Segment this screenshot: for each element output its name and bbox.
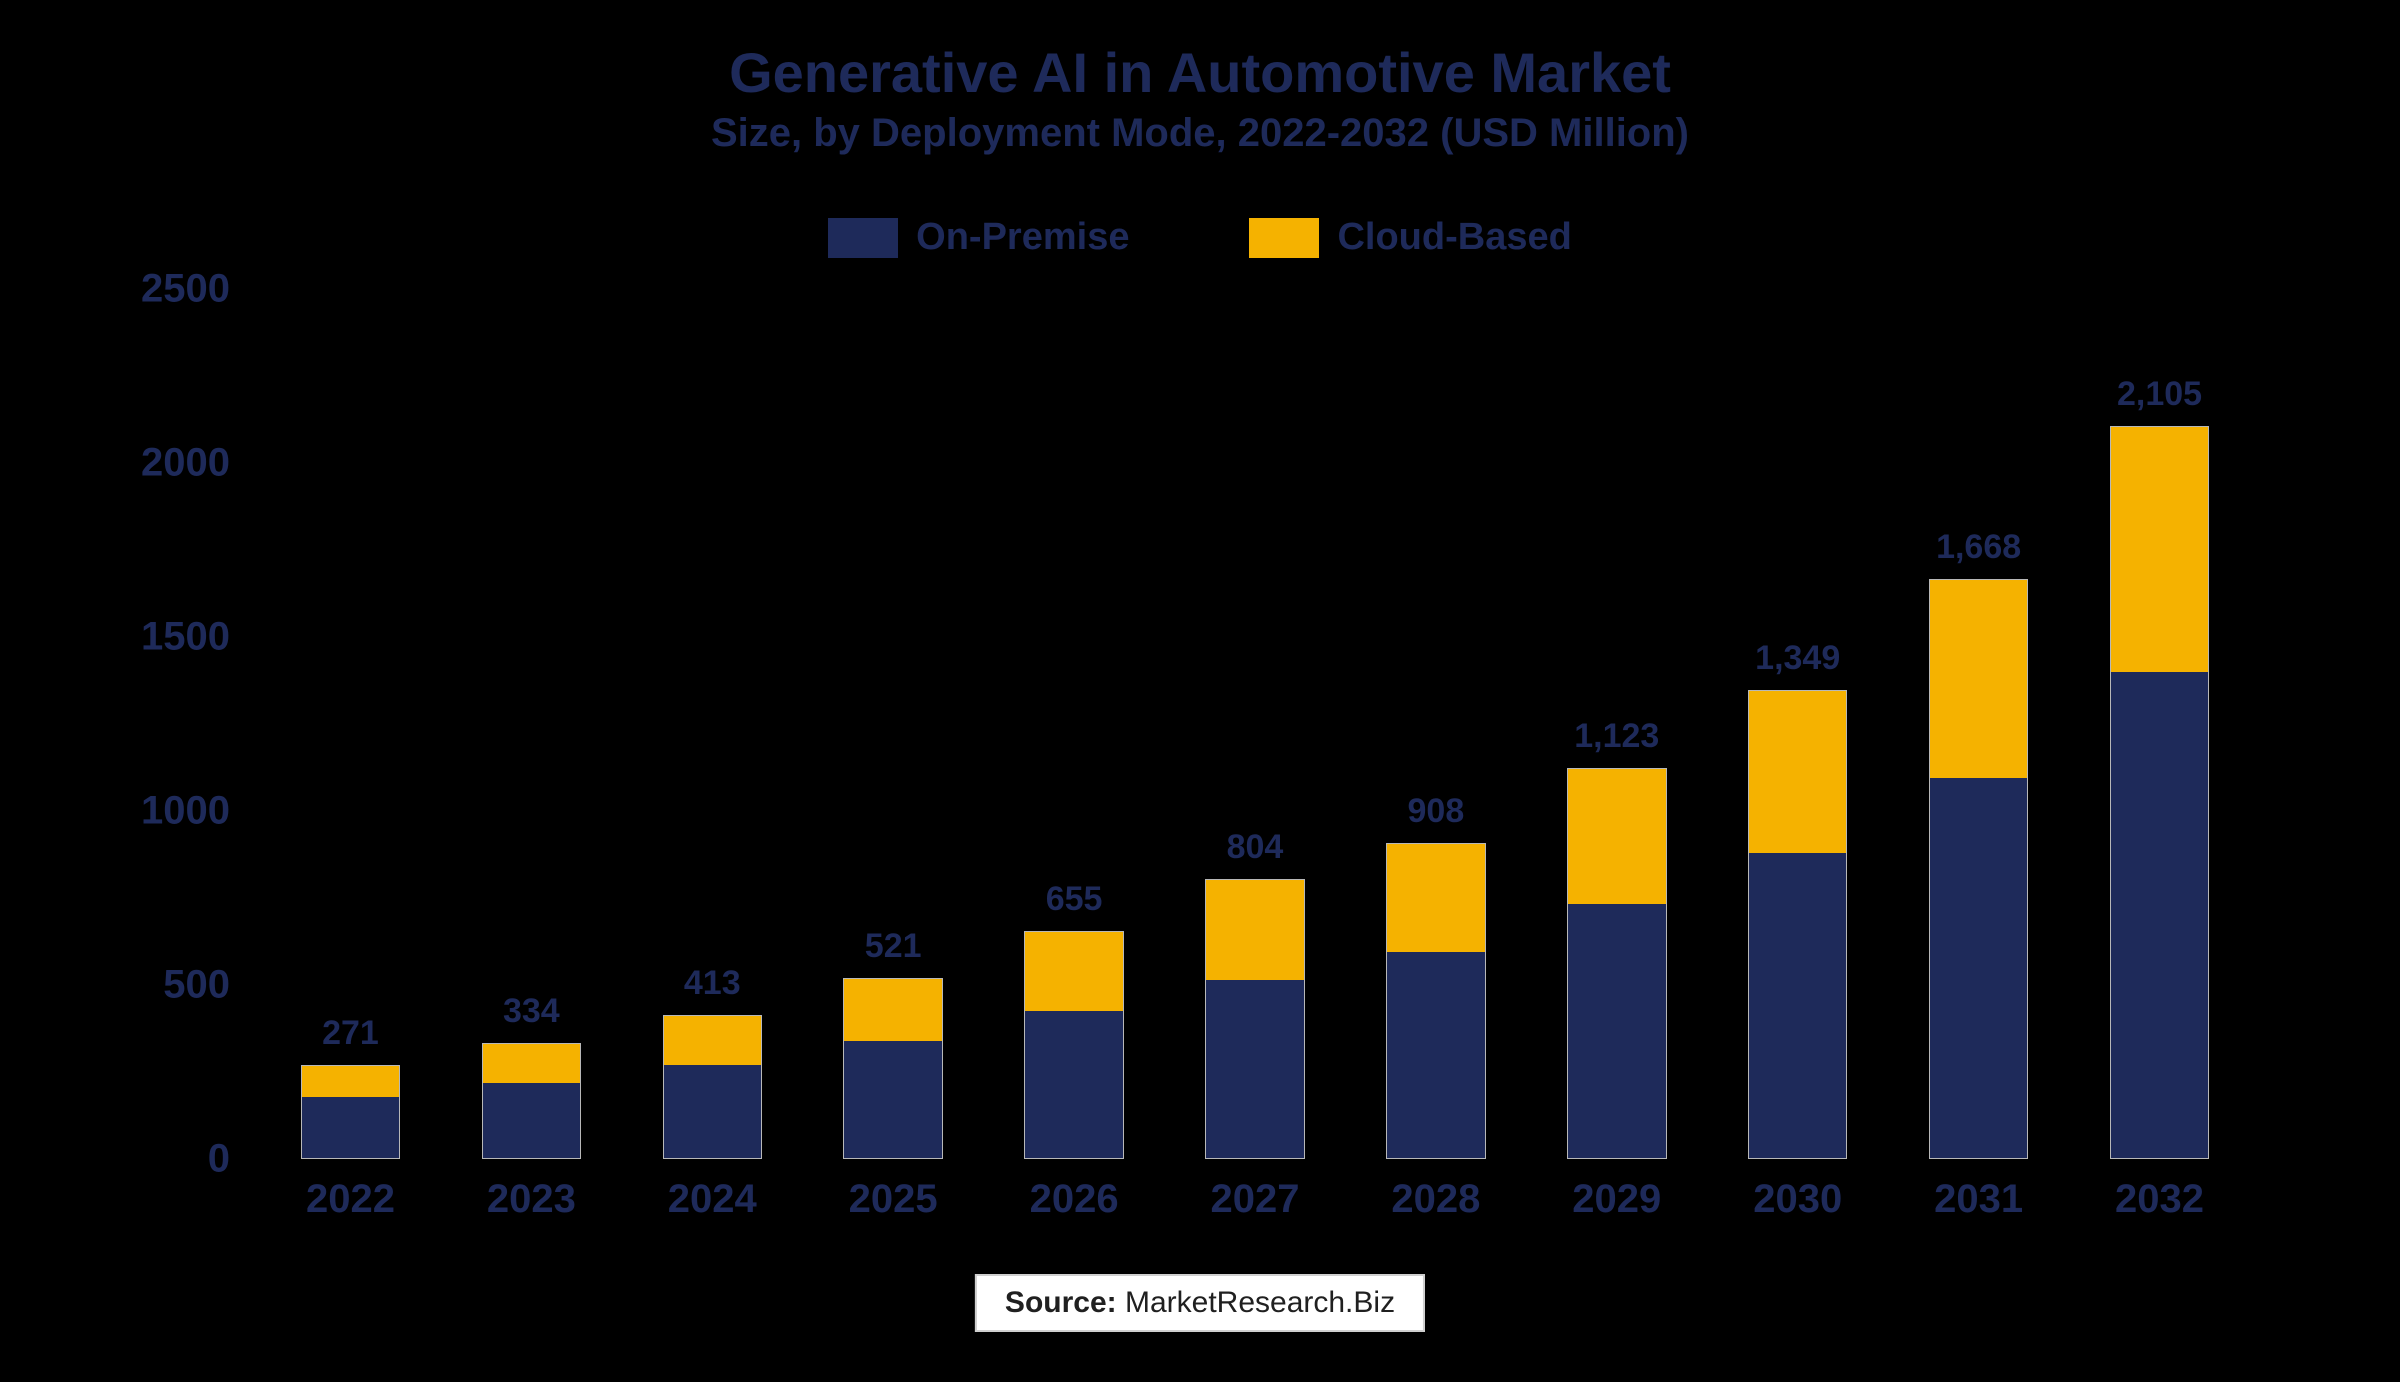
bar-stack [2110, 426, 2210, 1159]
y-tick: 1500 [141, 615, 260, 660]
bar-total-label: 413 [684, 964, 741, 1003]
bar-stack [301, 1065, 401, 1159]
bar-stack [1567, 768, 1667, 1159]
x-tick: 2023 [441, 1177, 622, 1222]
bar-slot: 1,349 [1707, 289, 1888, 1159]
x-axis: 2022202320242025202620272028202920302031… [260, 1177, 2250, 1222]
bar-segment [1025, 932, 1123, 1011]
bar-segment [844, 979, 942, 1041]
y-tick: 0 [208, 1137, 260, 1182]
bar-segment [1387, 952, 1485, 1158]
x-tick: 2024 [622, 1177, 803, 1222]
bar-segment [1749, 691, 1847, 854]
x-tick: 2032 [2069, 1177, 2250, 1222]
legend-label: Cloud-Based [1337, 216, 1571, 259]
source-label: Source: [1005, 1286, 1117, 1319]
bar-stack [843, 978, 943, 1159]
bar-segment [1749, 853, 1847, 1158]
bar-segment [1025, 1011, 1123, 1158]
x-tick: 2022 [260, 1177, 441, 1222]
bar-total-label: 521 [865, 927, 922, 966]
bar-total-label: 1,123 [1574, 717, 1659, 756]
bar-slot: 521 [803, 289, 984, 1159]
bar-segment [2111, 427, 2209, 672]
bar-total-label: 804 [1227, 828, 1284, 867]
bar-segment [302, 1066, 400, 1098]
bar-total-label: 1,668 [1936, 528, 2021, 567]
bar-slot: 334 [441, 289, 622, 1159]
bar-stack [1386, 843, 1486, 1159]
legend-item: On-Premise [828, 216, 1129, 259]
bar-segment [1930, 580, 2028, 779]
bar-segment [1206, 880, 1304, 980]
x-tick: 2028 [1345, 1177, 1526, 1222]
x-tick: 2031 [1888, 1177, 2069, 1222]
bar-total-label: 655 [1046, 880, 1103, 919]
legend-label: On-Premise [916, 216, 1129, 259]
y-tick: 500 [163, 963, 260, 1008]
bar-segment [1206, 980, 1304, 1158]
bar-segment [2111, 672, 2209, 1158]
bar-stack [1748, 690, 1848, 1159]
bar-segment [1568, 904, 1666, 1158]
bar-slot: 908 [1345, 289, 1526, 1159]
plot-area: 271 334 413 521 655 804 908 1,123 1,349 1,668 2,10… [260, 289, 2250, 1159]
bar-stack [1205, 879, 1305, 1159]
bar-segment [844, 1041, 942, 1158]
bar-segment [1930, 778, 2028, 1158]
legend: On-Premise Cloud-Based [80, 216, 2320, 259]
bar-segment [664, 1016, 762, 1064]
chart-container: Generative AI in Automotive Market Size,… [80, 40, 2320, 1342]
bar-slot: 271 [260, 289, 441, 1159]
legend-swatch [1249, 218, 1319, 258]
bar-slot: 1,668 [1888, 289, 2069, 1159]
source-text: MarketResearch.Biz [1125, 1286, 1395, 1319]
chart-subtitle: Size, by Deployment Mode, 2022-2032 (USD… [80, 111, 2320, 156]
bar-total-label: 334 [503, 992, 560, 1031]
bar-stack [663, 1015, 763, 1159]
bars-container: 271 334 413 521 655 804 908 1,123 1,349 1,668 2,10… [260, 289, 2250, 1159]
y-tick: 2000 [141, 441, 260, 486]
bar-segment [1568, 769, 1666, 903]
bar-slot: 1,123 [1526, 289, 1707, 1159]
bar-slot: 804 [1165, 289, 1346, 1159]
x-tick: 2029 [1526, 1177, 1707, 1222]
legend-swatch [828, 218, 898, 258]
bar-segment [483, 1044, 581, 1083]
x-tick: 2027 [1165, 1177, 1346, 1222]
x-tick: 2025 [803, 1177, 984, 1222]
bar-segment [483, 1083, 581, 1158]
x-tick: 2026 [984, 1177, 1165, 1222]
chart-title: Generative AI in Automotive Market [80, 40, 2320, 105]
bar-slot: 655 [984, 289, 1165, 1159]
bar-total-label: 1,349 [1755, 639, 1840, 678]
bar-stack [1024, 931, 1124, 1159]
bar-stack [1929, 579, 2029, 1159]
legend-item: Cloud-Based [1249, 216, 1571, 259]
bar-total-label: 908 [1408, 792, 1465, 831]
bar-slot: 413 [622, 289, 803, 1159]
y-tick: 2500 [141, 267, 260, 312]
source-attribution: Source: MarketResearch.Biz [975, 1274, 1425, 1332]
bar-total-label: 271 [322, 1014, 379, 1053]
bar-slot: 2,105 [2069, 289, 2250, 1159]
x-tick: 2030 [1707, 1177, 1888, 1222]
bar-total-label: 2,105 [2117, 375, 2202, 414]
bar-segment [302, 1097, 400, 1158]
bar-segment [664, 1065, 762, 1158]
bar-stack [482, 1043, 582, 1159]
bar-segment [1387, 844, 1485, 952]
y-tick: 1000 [141, 789, 260, 834]
